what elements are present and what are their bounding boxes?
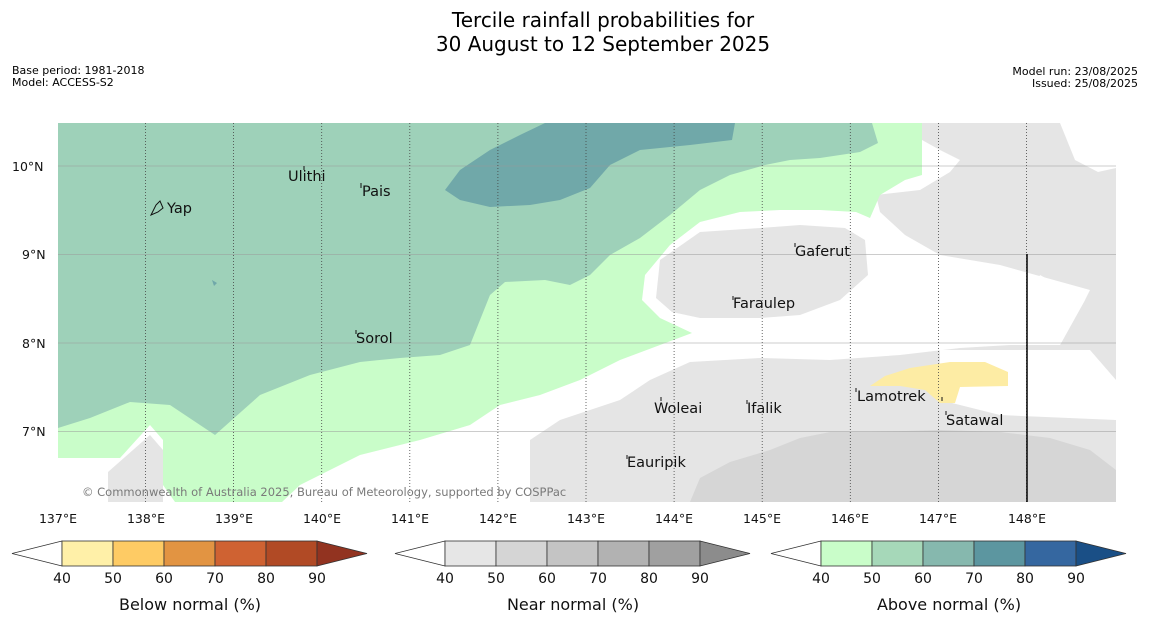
near-normal-50-region bbox=[690, 430, 1116, 502]
place-ifalik: Ifalik bbox=[747, 401, 782, 417]
colorbar-swatch bbox=[265, 540, 318, 567]
colorbar-above-normal: 40 50 60 70 80 90 Above normal (%) bbox=[770, 540, 1127, 614]
colorbar-high-arrow bbox=[699, 540, 751, 567]
colorbar-tick: 90 bbox=[308, 571, 326, 587]
title-line-1: Tercile rainfall probabilities for bbox=[451, 8, 755, 32]
colorbar-tick: 90 bbox=[1067, 571, 1085, 587]
island-outlines bbox=[149, 166, 947, 459]
lon-label: 141°E bbox=[391, 511, 429, 526]
colorbar-swatch bbox=[871, 540, 924, 567]
above-normal-50-region bbox=[58, 123, 878, 435]
above-normal-60-region bbox=[445, 123, 735, 207]
colorbar-swatch bbox=[820, 540, 873, 567]
place-satawal: Satawal bbox=[946, 413, 1003, 429]
below-normal-40-region bbox=[870, 362, 1008, 403]
issued-date: Issued: 25/08/2025 bbox=[1031, 77, 1138, 90]
lon-label: 145°E bbox=[743, 511, 781, 526]
colorbar-swatch bbox=[112, 540, 165, 567]
colorbar-tick: 60 bbox=[155, 571, 173, 587]
colorbar-near-normal: 40 50 60 70 80 90 Near normal (%) bbox=[394, 540, 751, 614]
colorbar-tick: 80 bbox=[640, 571, 658, 587]
colorbar-tick: 50 bbox=[487, 571, 505, 587]
yap-island-icon bbox=[149, 200, 164, 216]
colorbar-tick: 70 bbox=[965, 571, 983, 587]
colorbar-tick: 90 bbox=[691, 571, 709, 587]
place-woleai: Woleai bbox=[654, 401, 702, 417]
latitude-labels: 10°N 9°N 8°N 7°N bbox=[12, 159, 46, 439]
place-ulithi: Ulithi bbox=[288, 169, 326, 185]
near-normal-region-2 bbox=[656, 225, 868, 318]
colorbar-swatch bbox=[1024, 540, 1077, 567]
place-faraulep: Faraulep bbox=[733, 296, 795, 312]
lat-label: 7°N bbox=[22, 424, 46, 439]
place-gaferut: Gaferut bbox=[795, 244, 850, 260]
colorbar-swatch bbox=[973, 540, 1026, 567]
colorbar-swatch bbox=[922, 540, 975, 567]
lon-label: 143°E bbox=[567, 511, 605, 526]
colorbar-swatch bbox=[444, 540, 497, 567]
colorbar-label-above: Above normal (%) bbox=[877, 595, 1021, 614]
colorbar-high-arrow bbox=[316, 540, 368, 567]
model-name: Model: ACCESS-S2 bbox=[12, 76, 114, 89]
copyright-credit: © Commonwealth of Australia 2025, Bureau… bbox=[82, 485, 566, 499]
place-pais: Pais bbox=[362, 184, 391, 200]
colorbar-low-arrow bbox=[11, 540, 63, 567]
longitude-gridlines bbox=[145, 123, 1027, 502]
colorbar-tick: 50 bbox=[104, 571, 122, 587]
place-eauripik: Eauripik bbox=[627, 455, 686, 471]
colorbar-swatch bbox=[495, 540, 548, 567]
colorbar-tick: 40 bbox=[53, 571, 71, 587]
colorbar-swatch bbox=[214, 540, 267, 567]
base-period: Base period: 1981-2018 bbox=[12, 64, 145, 77]
colorbar-swatch bbox=[597, 540, 650, 567]
colorbar-tick: 40 bbox=[812, 571, 830, 587]
above-normal-60-blob bbox=[212, 280, 217, 286]
colorbar-swatch bbox=[163, 540, 216, 567]
lat-label: 9°N bbox=[22, 247, 46, 262]
lat-label: 10°N bbox=[12, 159, 44, 174]
lon-label: 146°E bbox=[831, 511, 869, 526]
place-yap: Yap bbox=[166, 201, 192, 217]
colorbar-label-below: Below normal (%) bbox=[119, 595, 261, 614]
lat-label: 8°N bbox=[22, 336, 46, 351]
longitude-labels: 137°E 138°E 139°E 140°E 141°E 142°E 143°… bbox=[39, 511, 1046, 526]
map-area: Yap Ulithi Pais Sorol Gaferut Faraulep W… bbox=[58, 123, 1116, 502]
place-lamotrek: Lamotrek bbox=[857, 389, 926, 405]
run-info: Model run: 23/08/2025 Issued: 25/08/2025 bbox=[1012, 66, 1138, 90]
lon-label: 142°E bbox=[479, 511, 517, 526]
colorbar-tick: 40 bbox=[436, 571, 454, 587]
colorbar-high-arrow bbox=[1075, 540, 1127, 567]
model-run: Model run: 23/08/2025 bbox=[1012, 65, 1138, 78]
colorbar-tick: 70 bbox=[589, 571, 607, 587]
colorbar-swatch bbox=[648, 540, 701, 567]
base-period-info: Base period: 1981-2018 Model: ACCESS-S2 bbox=[12, 65, 144, 89]
colorbar-below-normal: 40 50 60 70 80 90 Below normal (%) bbox=[11, 540, 368, 614]
lon-label: 140°E bbox=[303, 511, 341, 526]
map-title: Tercile rainfall probabilities for 30 Au… bbox=[0, 8, 1150, 56]
lon-label: 148°E bbox=[1008, 511, 1046, 526]
colorbar-low-arrow bbox=[394, 540, 446, 567]
colorbar-tick: 80 bbox=[1016, 571, 1034, 587]
colorbar-tick: 50 bbox=[863, 571, 881, 587]
lon-label: 139°E bbox=[215, 511, 253, 526]
title-line-2: 30 August to 12 September 2025 bbox=[435, 32, 771, 56]
colorbar-label-near: Near normal (%) bbox=[507, 595, 639, 614]
lon-label: 144°E bbox=[655, 511, 693, 526]
place-sorol: Sorol bbox=[356, 331, 393, 347]
colorbar-tick: 80 bbox=[257, 571, 275, 587]
colorbar-swatch bbox=[546, 540, 599, 567]
latitude-gridlines bbox=[58, 165, 1116, 432]
colorbar-tick: 70 bbox=[206, 571, 224, 587]
colorbar-swatch bbox=[61, 540, 114, 567]
colorbar-tick: 60 bbox=[538, 571, 556, 587]
near-normal-region-3 bbox=[108, 435, 163, 502]
lon-label: 147°E bbox=[919, 511, 957, 526]
colorbar-low-arrow bbox=[770, 540, 822, 567]
lon-label: 137°E bbox=[39, 511, 77, 526]
colorbar-tick: 60 bbox=[914, 571, 932, 587]
lon-label: 138°E bbox=[127, 511, 165, 526]
